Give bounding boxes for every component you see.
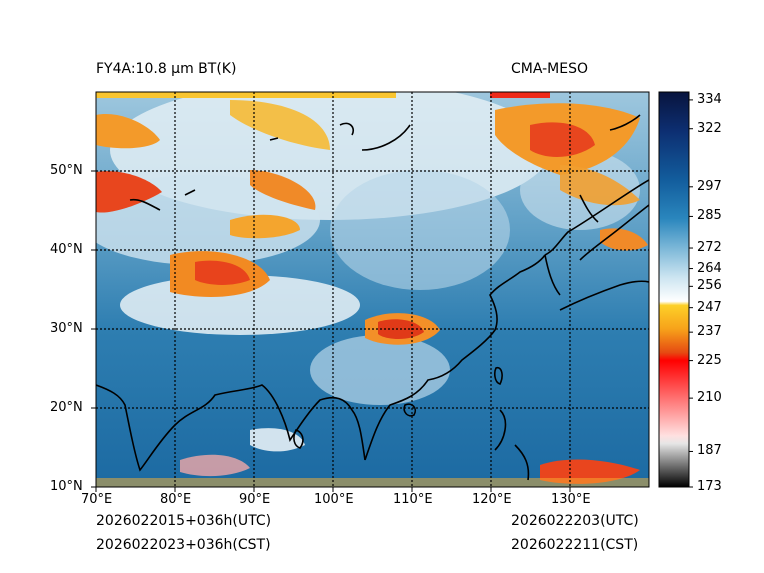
colorbar-label: 247	[697, 299, 722, 315]
lat-label-50n: 50°N	[50, 163, 83, 178]
coastlines	[96, 114, 649, 481]
satellite-image	[96, 92, 649, 487]
colorbar-label: 187	[697, 443, 722, 459]
source-label: CMA-MESO	[511, 61, 589, 77]
lon-label-100e: 100°E	[314, 492, 354, 507]
colorbar-label: 210	[697, 390, 722, 406]
colorbar-label: 322	[697, 120, 722, 136]
colorbar	[658, 91, 690, 488]
valid-time-cst: 2026022211(CST)	[511, 537, 639, 553]
axis-ticks	[91, 170, 571, 492]
colorbar-label: 256	[697, 278, 722, 294]
lat-label-10n: 10°N	[50, 479, 83, 494]
lat-label-40n: 40°N	[50, 242, 83, 257]
lon-label-130e: 130°E	[551, 492, 591, 507]
valid-time-utc: 2026022203(UTC)	[511, 513, 639, 529]
lon-label-110e: 110°E	[393, 492, 433, 507]
colorbar-label: 173	[697, 479, 722, 494]
init-time-utc: 2026022015+036h(UTC)	[96, 513, 272, 529]
lon-label-120e: 120°E	[472, 492, 512, 507]
init-time-cst: 2026022023+036h(CST)	[96, 537, 271, 553]
colorbar-ticks	[689, 99, 693, 488]
colorbar-label: 285	[697, 208, 722, 224]
lat-label-20n: 20°N	[50, 400, 83, 415]
lat-label-30n: 30°N	[50, 321, 83, 336]
map-frame	[95, 91, 650, 488]
lon-label-90e: 90°E	[239, 492, 271, 507]
colorbar-label: 237	[697, 324, 722, 340]
lon-label-80e: 80°E	[160, 492, 192, 507]
product-title: FY4A:10.8 µm BT(K)	[96, 61, 237, 77]
colorbar-label: 297	[697, 178, 722, 194]
colorbar-label: 264	[697, 260, 722, 276]
graticule	[96, 92, 649, 487]
colorbar-label: 334	[697, 91, 722, 107]
colorbar-label: 272	[697, 240, 722, 256]
colorbar-label: 225	[697, 352, 722, 368]
lon-label-70e: 70°E	[81, 492, 113, 507]
